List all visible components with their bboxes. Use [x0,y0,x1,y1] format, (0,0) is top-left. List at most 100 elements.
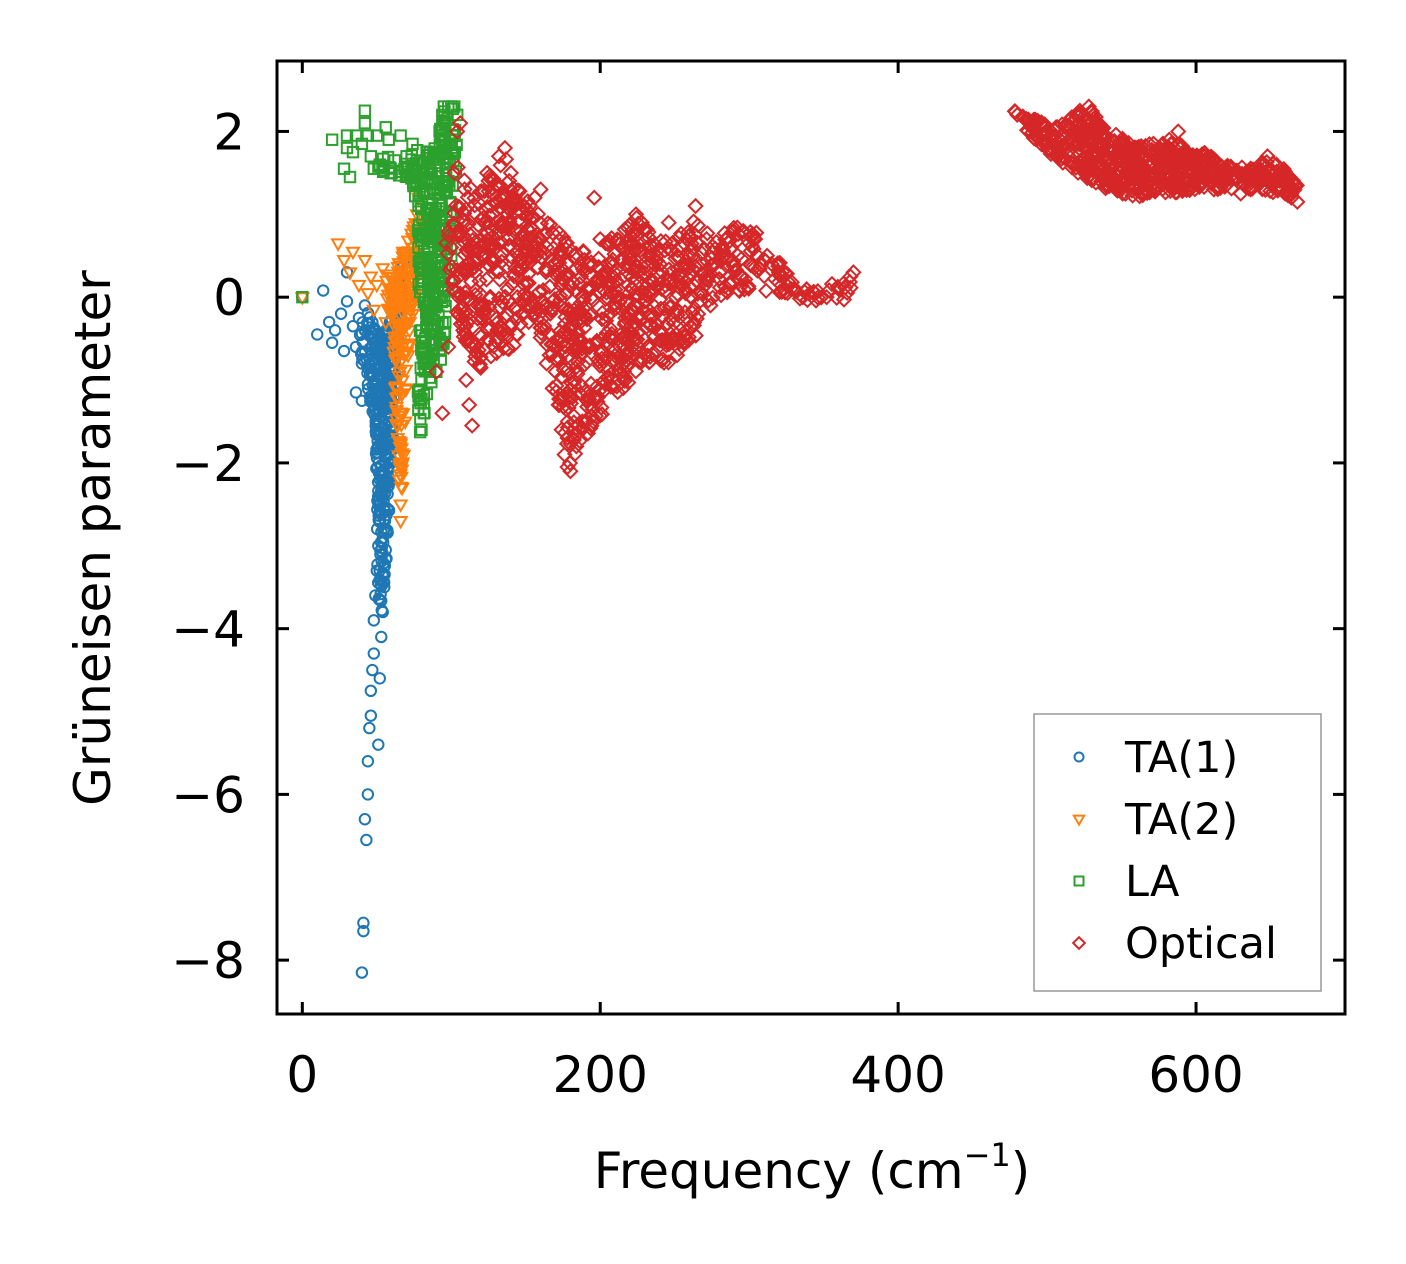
data-point-optical [1009,106,1026,124]
data-point-optical [617,352,635,369]
data-point-optical [621,284,638,301]
data-point-ta2 [345,246,361,261]
data-point-optical [582,281,600,298]
data-point-optical [1065,155,1082,172]
data-point-optical [770,264,788,281]
data-point-ta1 [382,504,396,517]
data-point-la [346,145,360,159]
data-point-la [412,172,426,185]
data-point-optical [1259,148,1276,165]
x-tick-label: 400 [850,1046,945,1104]
data-point-optical [590,250,607,267]
data-point-optical [1187,148,1205,165]
data-point-la [394,129,407,142]
data-point-la [415,324,428,337]
data-point-ta2 [330,238,346,252]
data-point-ta1 [340,295,354,308]
data-point-ta2 [360,288,376,302]
data-point-optical [1213,158,1230,175]
legend-marker-ta2 [1072,814,1086,827]
data-point-ta1 [370,564,383,577]
y-tick-label: 2 [213,103,245,161]
data-point-optical [464,232,481,249]
data-point-optical [588,335,606,352]
data-point-optical [723,239,740,256]
data-point-optical [544,300,562,317]
data-point-optical [1089,114,1106,132]
x-tick-label: 600 [1148,1046,1243,1104]
data-point-ta1 [349,340,363,354]
plot-frame [275,59,1347,1016]
data-point-optical [736,281,753,298]
data-point-optical [492,157,509,174]
data-point-optical [1214,162,1231,179]
data-point-ta1 [371,558,384,571]
data-point-la [430,266,443,279]
data-point-ta2 [400,235,416,250]
data-point-la [421,257,434,271]
data-point-optical [520,274,537,292]
data-point-optical [1076,163,1093,181]
data-point-optical [565,302,583,319]
data-point-optical [746,230,764,248]
data-point-optical [555,398,572,416]
data-point-ta2 [392,366,408,381]
data-point-optical [737,271,754,288]
data-point-la [439,315,452,329]
data-point-optical [633,214,651,231]
data-point-optical [783,274,801,291]
data-point-la [411,385,425,398]
data-point-la [379,121,392,134]
data-point-optical [652,337,669,354]
data-point-la [418,357,431,370]
legend-label-ta1: TA(1) [1124,733,1238,783]
data-point-la [424,208,437,221]
data-point-optical [529,259,546,276]
data-point-optical [597,235,614,252]
data-point-optical [1134,166,1152,183]
data-point-optical [541,347,558,364]
data-point-optical [562,319,580,337]
data-point-optical [1071,121,1089,138]
data-point-optical [806,284,823,302]
data-point-ta2 [404,308,421,323]
data-point-optical [458,241,475,259]
data-point-optical [693,255,710,273]
data-point-optical [749,262,766,279]
data-point-optical [1268,156,1285,173]
data-point-optical [434,405,451,422]
data-point-optical [514,255,531,273]
data-point-optical [711,264,728,281]
data-point-optical [684,301,702,319]
data-point-optical [782,280,800,298]
data-point-optical [488,330,506,347]
data-point-optical [1241,162,1259,179]
data-point-la [412,241,425,254]
data-point-ta1 [352,311,366,325]
data-point-ta1 [376,465,389,478]
data-point-optical [533,310,551,327]
data-point-optical [466,189,483,207]
data-point-optical [482,288,499,306]
legend-label-optical: Optical [1125,919,1277,969]
data-point-optical [547,337,564,354]
data-point-optical [592,381,609,398]
data-point-optical [496,139,514,157]
y-tick-label: −8 [171,932,245,990]
data-point-optical [1275,167,1292,185]
data-point-optical [486,240,503,258]
data-point-optical [500,292,517,309]
y-tick-label: −6 [171,766,245,824]
data-point-optical [510,236,527,253]
data-point-optical [625,262,643,280]
data-point-optical [758,247,776,264]
y-axis-label: Grüneisen parameter [64,270,122,806]
data-point-optical [586,189,603,206]
data-point-ta1 [337,344,351,358]
data-point-optical [440,338,457,356]
data-point-optical [595,282,613,299]
data-point-ta2 [404,242,420,257]
data-point-optical [1195,159,1212,177]
data-point-optical [1163,135,1181,152]
data-point-ta1 [377,362,390,376]
